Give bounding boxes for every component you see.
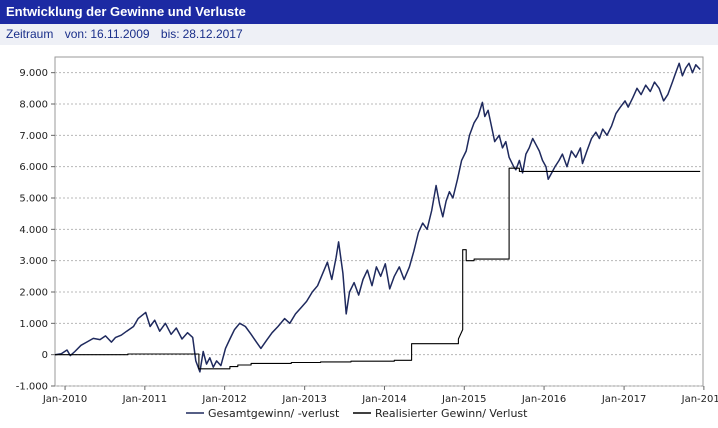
y-tick-label: 7.000 xyxy=(19,131,48,142)
legend-label: Gesamtgewinn/ -verlust xyxy=(208,407,340,420)
y-tick-label: 2.000 xyxy=(19,288,48,299)
x-tick-label: Jan-2013 xyxy=(281,394,326,405)
period-from-value: 16.11.2009 xyxy=(90,27,150,41)
period-bar: Zeitraum von: 16.11.2009 bis: 28.12.2017 xyxy=(0,24,718,45)
period-from: von: 16.11.2009 xyxy=(65,27,150,41)
y-tick-label: 8.000 xyxy=(19,100,48,111)
page-title: Entwicklung der Gewinne und Verluste xyxy=(0,0,718,24)
period-from-label: von: xyxy=(64,27,88,41)
x-tick-label: Jan-2016 xyxy=(521,394,566,405)
y-tick-label: 3.000 xyxy=(19,256,48,267)
y-tick-label: 4.000 xyxy=(19,225,48,236)
x-tick-label: Jan-2018 xyxy=(681,394,718,405)
y-tick-label: -1.000 xyxy=(16,382,48,393)
period-label: Zeitraum xyxy=(6,27,54,41)
series-line-realisiert xyxy=(55,167,701,370)
grid-lines xyxy=(55,72,703,387)
y-tick-label: 0 xyxy=(42,350,48,361)
axes: -1.000 0 1.000 2.000 3.000 4.000 5.000 6.000 7.0… xyxy=(16,68,718,405)
y-tick-label: 1.000 xyxy=(19,319,48,330)
period-to: bis: 28.12.2017 xyxy=(161,27,243,41)
x-tick-label: Jan-2014 xyxy=(361,394,406,405)
x-tick-label: Jan-2011 xyxy=(122,394,167,405)
y-tick-label: 6.000 xyxy=(19,162,48,173)
profit-loss-chart: -1.000 0 1.000 2.000 3.000 4.000 5.000 6.000 7.0… xyxy=(16,56,718,420)
plot-area xyxy=(54,56,704,387)
x-tick-label: Jan-2015 xyxy=(441,394,486,405)
legend: Gesamtgewinn/ -verlust Realisierter Gewin… xyxy=(186,407,528,420)
x-tick-label: Jan-2012 xyxy=(201,394,246,405)
period-to-label: bis: xyxy=(160,27,180,41)
y-tick-label: 9.000 xyxy=(19,68,48,79)
plot-frame xyxy=(54,56,704,387)
y-tick-label: 5.000 xyxy=(19,194,48,205)
x-tick-label: Jan-2017 xyxy=(601,394,646,405)
series-line-gesamtgewinn xyxy=(54,62,701,373)
period-to-value: 28.12.2017 xyxy=(182,27,243,41)
legend-label: Realisierter Gewinn/ Verlust xyxy=(375,407,528,420)
series-layer xyxy=(54,62,701,373)
x-tick-label: Jan-2010 xyxy=(42,394,87,405)
